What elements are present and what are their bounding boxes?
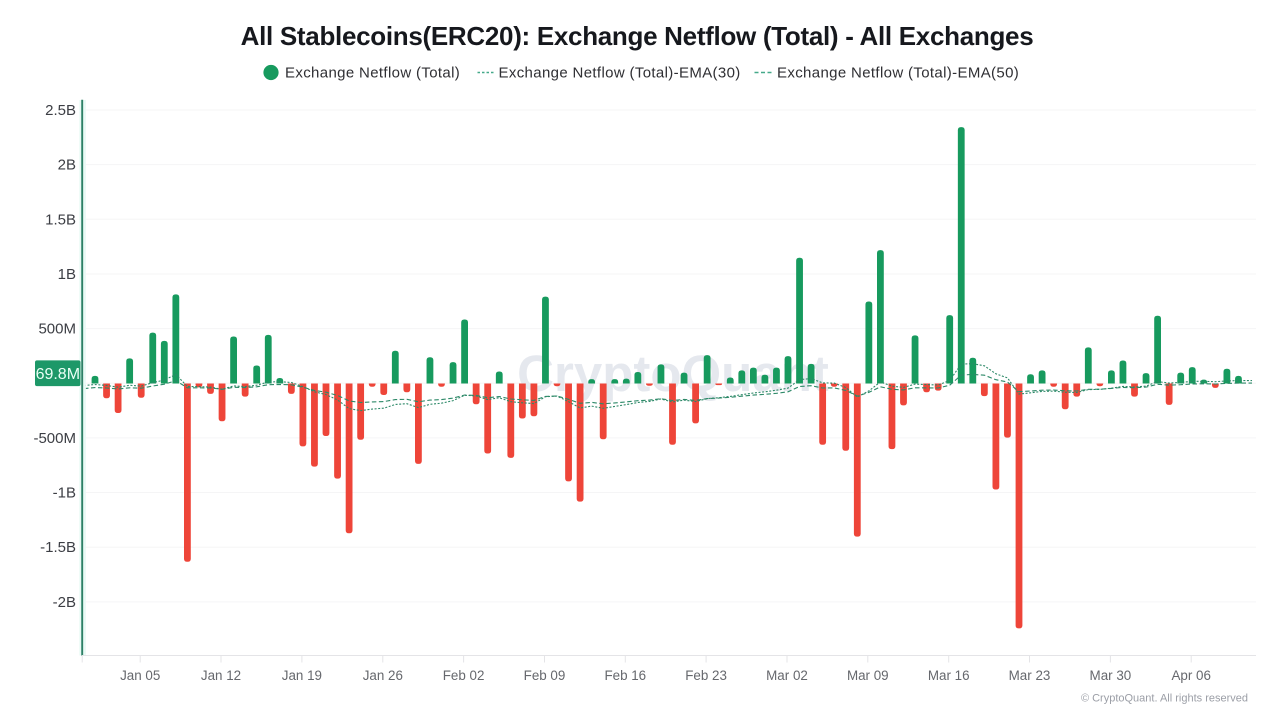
svg-text:Feb 09: Feb 09 [524,668,566,683]
svg-text:Mar 30: Mar 30 [1090,668,1132,683]
svg-text:Mar 09: Mar 09 [847,668,889,683]
svg-text:Apr 06: Apr 06 [1171,668,1210,683]
svg-text:All Stablecoins(ERC20): Exchan: All Stablecoins(ERC20): Exchange Netflow… [241,21,1034,51]
svg-text:Exchange Netflow (Total): Exchange Netflow (Total) [285,65,460,82]
svg-text:Jan 05: Jan 05 [120,668,160,683]
svg-text:Jan 12: Jan 12 [201,668,241,683]
svg-text:Feb 23: Feb 23 [685,668,727,683]
svg-text:Feb 02: Feb 02 [443,668,485,683]
svg-text:2.5B: 2.5B [45,102,76,119]
svg-text:Mar 02: Mar 02 [766,668,808,683]
svg-text:500M: 500M [38,321,76,338]
svg-text:Feb 16: Feb 16 [604,668,646,683]
svg-text:-500M: -500M [33,430,76,447]
svg-text:-1B: -1B [53,485,76,502]
svg-text:69.8M: 69.8M [36,366,80,383]
svg-text:Jan 19: Jan 19 [282,668,322,683]
svg-text:Mar 23: Mar 23 [1009,668,1051,683]
svg-text:-1.5B: -1.5B [40,539,76,556]
svg-text:1B: 1B [58,266,76,283]
svg-text:Jan 26: Jan 26 [363,668,403,683]
svg-text:Exchange Netflow (Total)-EMA(5: Exchange Netflow (Total)-EMA(50) [777,65,1019,82]
svg-text:© CryptoQuant. All rights rese: © CryptoQuant. All rights reserved [1081,693,1248,705]
svg-text:Mar 16: Mar 16 [928,668,970,683]
svg-text:1.5B: 1.5B [45,211,76,228]
svg-text:2B: 2B [58,157,76,174]
svg-text:-2B: -2B [53,594,76,611]
svg-text:Exchange Netflow (Total)-EMA(3: Exchange Netflow (Total)-EMA(30) [499,65,741,82]
